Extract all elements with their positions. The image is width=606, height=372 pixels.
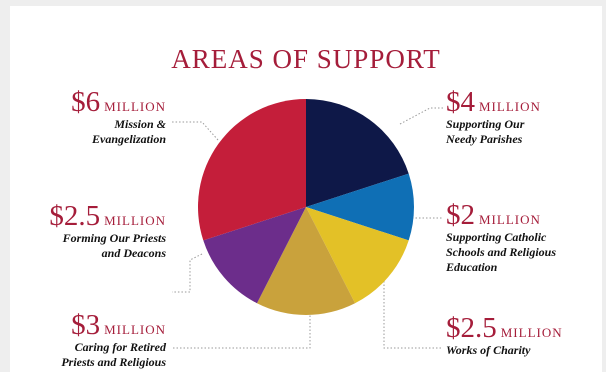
chart-title: AREAS OF SUPPORT <box>171 44 441 74</box>
desc-line: Forming Our Priests <box>62 231 166 245</box>
leader-line <box>172 121 219 141</box>
label-catholic-schools: $2 MILLION Supporting Catholic Schools a… <box>446 201 556 275</box>
desc-line: Education <box>446 260 498 274</box>
desc-line: and Deacons <box>101 246 166 260</box>
desc-line: Evangelization <box>91 132 166 146</box>
desc-line: Needy Parishes <box>446 132 523 146</box>
desc-line: Supporting Our <box>446 117 525 131</box>
amount-needy-parishes: $4 <box>446 86 475 118</box>
leader-lines <box>172 107 444 349</box>
desc-retired-priests: Caring for Retired Priests and Religious <box>61 340 166 370</box>
unit-forming-priests: MILLION <box>104 213 166 228</box>
pie-slice-mission-evangelization <box>198 99 306 241</box>
amount-works-of-charity: $2.5 <box>446 312 497 344</box>
label-retired-priests: $3 MILLION Caring for Retired Priests an… <box>61 311 166 370</box>
desc-line: Caring for Retired <box>74 340 166 354</box>
pie-slice-retired-priests <box>256 207 356 316</box>
leader-line <box>383 274 442 349</box>
label-forming-priests: $2.5 MILLION Forming Our Priests and Dea… <box>49 202 166 261</box>
amount-mission-evangelization: $6 <box>71 86 101 118</box>
desc-line: Schools and Religious <box>446 245 557 259</box>
unit-mission-evangelization: MILLION <box>104 99 166 114</box>
pie-slice-needy-parishes <box>306 99 409 207</box>
leader-line <box>172 312 311 349</box>
amount-retired-priests: $3 <box>71 309 101 341</box>
desc-works-of-charity: Works of Charity <box>446 343 563 358</box>
desc-catholic-schools: Supporting Catholic Schools and Religiou… <box>446 230 556 275</box>
desc-needy-parishes: Supporting Our Needy Parishes <box>446 117 541 147</box>
desc-line: Supporting Catholic <box>446 230 547 244</box>
desc-line: Works of Charity <box>446 343 531 357</box>
pie-slice-works-of-charity <box>306 207 409 304</box>
support-card: AREAS OF SUPPORT $4 MILLION Supporting O… <box>10 6 602 372</box>
pie-chart <box>172 99 444 349</box>
amount-forming-priests: $2.5 <box>49 200 101 232</box>
unit-catholic-schools: MILLION <box>479 212 541 227</box>
unit-retired-priests: MILLION <box>104 322 166 337</box>
desc-line: Mission & <box>114 117 166 131</box>
label-works-of-charity: $2.5 MILLION Works of Charity <box>446 314 563 358</box>
unit-works-of-charity: MILLION <box>500 325 563 340</box>
pie-slice-catholic-schools <box>306 173 414 241</box>
pie-slice-forming-priests <box>203 207 306 304</box>
desc-forming-priests: Forming Our Priests and Deacons <box>49 231 166 261</box>
label-mission-evangelization: $6 MILLION Mission & Evangelization <box>71 88 166 147</box>
amount-catholic-schools: $2 <box>446 199 475 231</box>
desc-mission-evangelization: Mission & Evangelization <box>71 117 166 147</box>
leader-line <box>172 253 203 293</box>
desc-line: Priests and Religious <box>61 355 166 369</box>
label-needy-parishes: $4 MILLION Supporting Our Needy Parishes <box>446 88 541 147</box>
unit-needy-parishes: MILLION <box>479 99 541 114</box>
pie-slices <box>198 99 414 316</box>
leader-line <box>399 107 444 125</box>
